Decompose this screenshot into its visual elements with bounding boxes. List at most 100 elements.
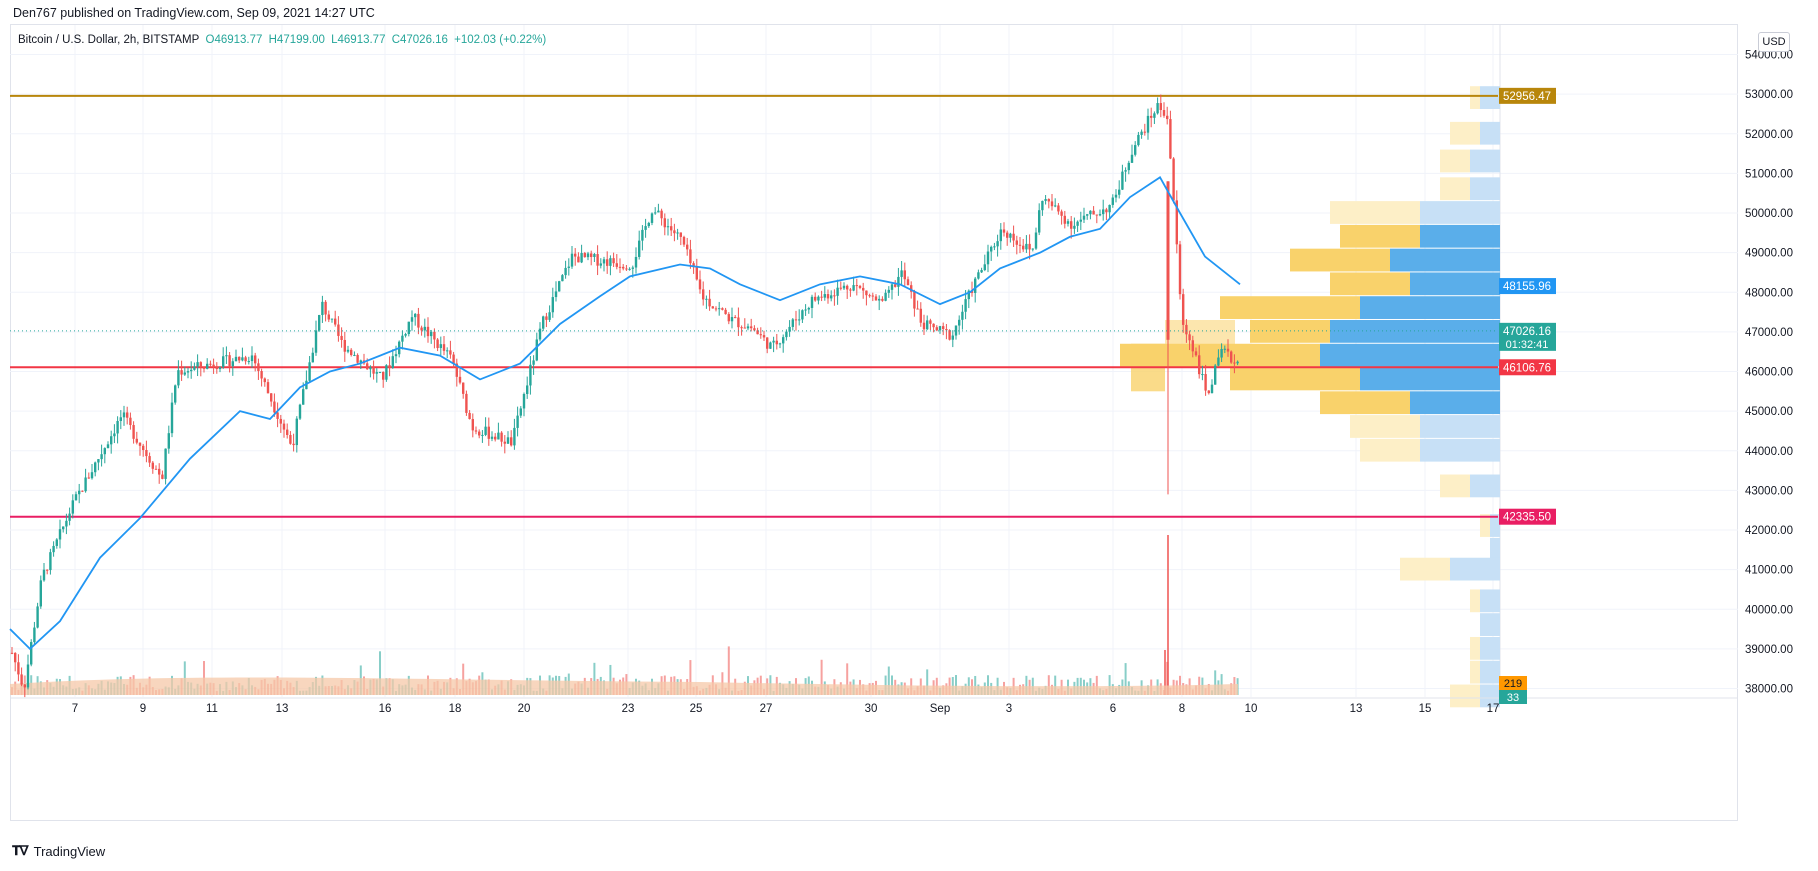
candle-body xyxy=(487,426,490,439)
tradingview-logo-icon: 𝐓∇ xyxy=(12,843,29,858)
candle-body xyxy=(1066,221,1070,224)
axis-price-tag xyxy=(1499,322,1556,351)
candle-body xyxy=(39,580,42,607)
candle-body xyxy=(551,297,554,313)
profile-up-bar xyxy=(1410,391,1500,415)
volume-spike xyxy=(1164,650,1166,695)
candle-body xyxy=(1095,214,1098,216)
axis-price-tag xyxy=(1499,278,1556,295)
currency-button[interactable]: USD xyxy=(1758,32,1790,52)
candle-body xyxy=(846,285,849,290)
candle-body xyxy=(1226,348,1230,352)
candle-body xyxy=(698,279,702,290)
candle-body xyxy=(807,307,810,310)
candle-body xyxy=(894,284,897,287)
candle-body xyxy=(519,408,522,416)
candle-body xyxy=(359,360,362,363)
time-tick-label: 18 xyxy=(449,703,462,715)
candle-body xyxy=(356,354,359,363)
candle-body xyxy=(372,367,375,374)
candle-body xyxy=(660,210,663,219)
candle-body xyxy=(1182,294,1185,325)
time-tick-label: 10 xyxy=(1245,703,1258,715)
candle-body xyxy=(778,343,782,345)
candle-body xyxy=(465,393,468,413)
candle-body xyxy=(369,367,372,370)
profile-up-bar xyxy=(1450,557,1500,581)
time-tick-label: 11 xyxy=(206,703,218,715)
candle-body xyxy=(1169,119,1172,159)
candle-body xyxy=(746,326,750,329)
profile-down-bar xyxy=(1440,149,1470,173)
candle-body xyxy=(538,328,542,340)
candle-body xyxy=(1236,361,1239,364)
candle-body xyxy=(1185,324,1188,335)
volume-bar xyxy=(609,664,612,695)
candle-body xyxy=(638,240,641,257)
candle-body xyxy=(100,454,103,460)
candle-body xyxy=(231,361,234,367)
candle-body xyxy=(1012,233,1015,241)
profile-down-bar xyxy=(1400,557,1450,581)
candle-body xyxy=(17,662,20,675)
candle-body xyxy=(228,355,231,367)
candle-body xyxy=(1086,214,1089,216)
candle-body xyxy=(810,296,814,308)
candle-body xyxy=(590,253,593,257)
candle-body xyxy=(401,335,404,342)
level-price-text: 52956.47 xyxy=(1503,91,1551,103)
candle-body xyxy=(826,294,830,299)
candle-body xyxy=(1118,189,1121,195)
candle-body xyxy=(55,539,58,546)
candle-body xyxy=(1002,229,1006,233)
candle-body xyxy=(474,430,478,432)
candle-body xyxy=(932,323,935,328)
candle-body xyxy=(164,448,167,479)
candle-body xyxy=(1102,209,1105,215)
candle-body xyxy=(62,526,65,530)
volume-spike xyxy=(1167,535,1169,695)
legend-high: H47199.00 xyxy=(268,34,325,46)
volume-bar xyxy=(1214,670,1217,695)
candle-body xyxy=(567,266,570,268)
candle-body xyxy=(1204,374,1207,391)
profile-up-bar xyxy=(1490,514,1500,537)
volume-bar xyxy=(887,666,890,695)
candle-body xyxy=(327,314,330,320)
candle-body xyxy=(455,363,458,377)
candle-body xyxy=(804,309,807,311)
candle-body xyxy=(103,448,106,455)
candle-body xyxy=(202,367,206,369)
candle-body xyxy=(174,385,177,403)
candle-body xyxy=(375,372,378,374)
candle-body xyxy=(609,258,612,266)
price-tick-label: 48000.00 xyxy=(1745,287,1793,299)
volume-bar xyxy=(926,669,929,695)
candle-body xyxy=(36,606,39,628)
candle-body xyxy=(462,382,465,394)
candle-body xyxy=(647,222,650,227)
candle-body xyxy=(170,402,174,434)
candle-body xyxy=(334,318,337,325)
time-tick-label: 7 xyxy=(72,703,78,715)
volume-bar xyxy=(689,660,692,695)
candle-body xyxy=(225,355,228,357)
candle-body xyxy=(1191,340,1194,352)
candle-body xyxy=(596,254,599,266)
candle-body xyxy=(113,433,116,437)
candle-body xyxy=(420,327,423,331)
footer-brand[interactable]: 𝐓∇ TradingView xyxy=(12,843,105,859)
candle-body xyxy=(1050,201,1054,207)
candle-body xyxy=(650,213,654,223)
candle-body xyxy=(378,371,382,373)
candle-body xyxy=(842,285,846,289)
candle-body xyxy=(353,354,356,356)
candle-body xyxy=(190,369,193,372)
candle-body xyxy=(1044,199,1047,201)
candle-body xyxy=(42,569,46,581)
profile-up-bar xyxy=(1360,296,1500,319)
candle-body xyxy=(743,327,746,329)
candle-body xyxy=(1194,351,1198,356)
candle-body xyxy=(1137,134,1140,146)
